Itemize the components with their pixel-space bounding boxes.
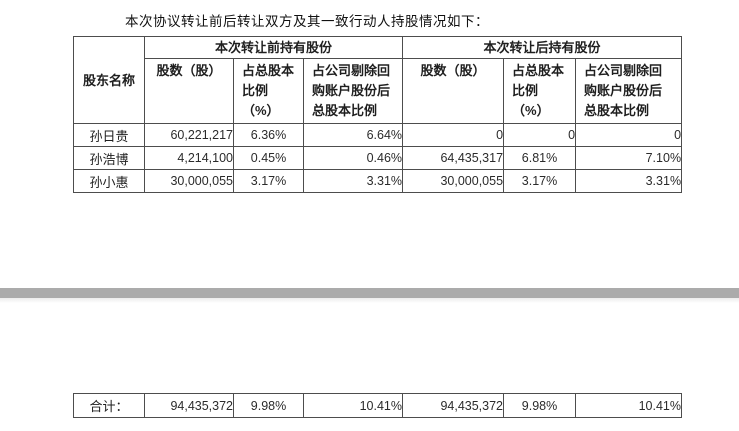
header-before-transfer: 本次转让前持有股份: [143, 36, 404, 59]
total-label: 合计：: [73, 393, 145, 418]
total-pct-after: 9.98%: [503, 393, 576, 418]
cell-pct-ex-before: 6.64%: [302, 123, 404, 147]
cell-pct-ex-before: 3.31%: [302, 169, 404, 193]
table-header-row-1: 股东名称 本次转让前持有股份 本次转让后持有股份: [73, 36, 683, 124]
header-shares-after: 股数（股）: [402, 58, 505, 124]
page-break-bar-fill: [0, 288, 739, 298]
total-shares-after: 94,435,372: [402, 393, 504, 418]
cell-pct-ex-after: 7.10%: [575, 146, 683, 170]
cell-shares-before: 30,000,055: [144, 169, 234, 193]
shareholder-name: 孙小惠: [73, 169, 145, 193]
cell-pct-before: 6.36%: [233, 123, 304, 147]
page-break-shadow: [0, 298, 739, 303]
header-pct-ex-buyback-after: 占公司剔除回 购账户股份后 总股本比例: [575, 58, 683, 124]
cell-pct-before: 0.45%: [233, 146, 304, 170]
table-header-row-2: 股数（股） 占总股本 比例（%） 占公司剔除回 购账户股份后 总股本比例 股数（…: [74, 58, 683, 124]
table-row: 孙小惠 30,000,055 3.17% 3.31% 30,000,055 3.…: [73, 169, 683, 193]
page-title: 本次协议转让前后转让双方及其一致行动人持股情况如下：: [125, 14, 489, 29]
cell-pct-ex-after: 3.31%: [575, 169, 683, 193]
page-break-bar: [0, 288, 739, 303]
total-shares-before: 94,435,372: [144, 393, 234, 418]
cell-pct-after: 6.81%: [503, 146, 577, 170]
total-pct-ex-before: 10.41%: [303, 393, 403, 418]
total-pct-before: 9.98%: [233, 393, 304, 418]
cell-shares-before: 4,214,100: [144, 146, 234, 170]
total-pct-ex-after: 10.41%: [575, 393, 682, 418]
cell-pct-after: 3.17%: [503, 169, 577, 193]
header-pct-total-before: 占总股本 比例（%）: [233, 58, 304, 124]
cell-shares-after: 30,000,055: [402, 169, 505, 193]
table-row: 孙浩博 4,214,100 0.45% 0.46% 64,435,317 6.8…: [73, 146, 683, 170]
header-after-transfer: 本次转让后持有股份: [402, 36, 683, 59]
cell-shares-before: 60,221,217: [144, 123, 234, 147]
header-shares-before: 股数（股）: [144, 58, 234, 124]
header-pct-total-after: 占总股本 比例（%）: [503, 58, 577, 124]
cell-pct-ex-after: 0: [575, 123, 683, 147]
cell-pct-after: 0: [503, 123, 577, 147]
shareholder-name: 孙日贵: [73, 123, 145, 147]
holdings-table-total: 合计： 94,435,372 9.98% 10.41% 94,435,372 9…: [73, 393, 682, 418]
shareholder-name: 孙浩博: [73, 146, 145, 170]
header-pct-ex-buyback-before: 占公司剔除回 购账户股份后 总股本比例: [302, 58, 404, 124]
cell-shares-after: 64,435,317: [402, 146, 505, 170]
cell-pct-ex-before: 0.46%: [302, 146, 404, 170]
cell-pct-before: 3.17%: [233, 169, 304, 193]
cell-shares-after: 0: [402, 123, 505, 147]
holdings-table: 股东名称 本次转让前持有股份 本次转让后持有股份 股数（股） 占总股本 比例（%…: [73, 36, 683, 193]
header-shareholder: 股东名称: [73, 36, 145, 124]
table-row: 孙日贵 60,221,217 6.36% 6.64% 0 0 0: [73, 123, 683, 147]
total-row: 合计： 94,435,372 9.98% 10.41% 94,435,372 9…: [73, 393, 682, 418]
